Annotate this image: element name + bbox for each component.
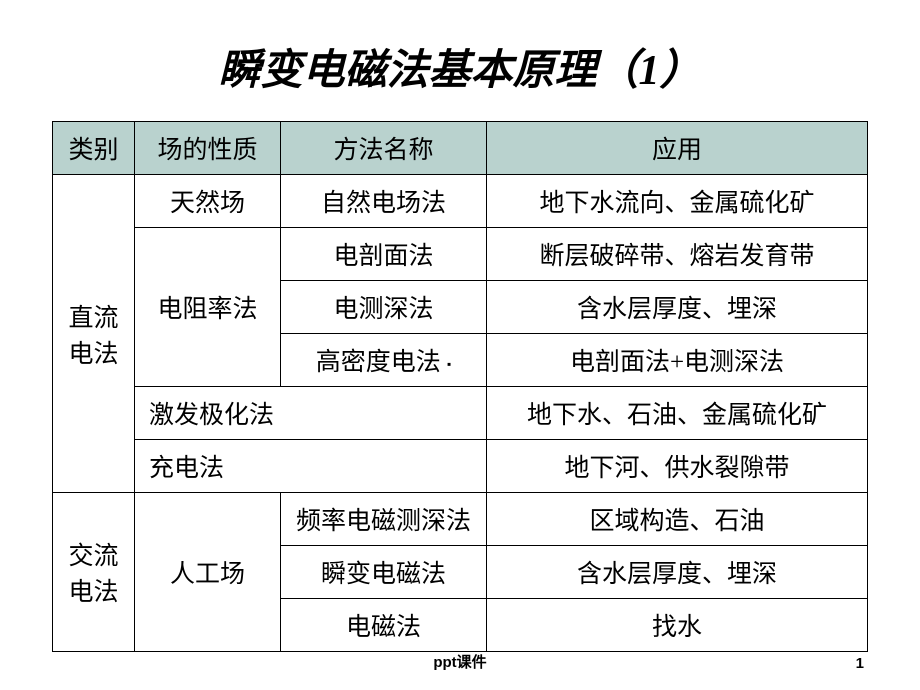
cell-method: 高密度电法 ▪ — [281, 334, 487, 387]
table-header-row: 类别 场的性质 方法名称 应用 — [53, 122, 868, 175]
cell-method: 频率电磁测深法 — [281, 493, 487, 546]
table-row: 电阻率法 电剖面法 断层破碎带、熔岩发育带 — [53, 228, 868, 281]
cell-application: 含水层厚度、埋深 — [487, 281, 868, 334]
cell-method: 电磁法 — [281, 599, 487, 652]
table-row: 直流电法 天然场 自然电场法 地下水流向、金属硫化矿 — [53, 175, 868, 228]
cell-application: 区域构造、石油 — [487, 493, 868, 546]
header-category: 类别 — [53, 122, 135, 175]
table-row: 充电法 地下河、供水裂隙带 — [53, 440, 868, 493]
methods-table: 类别 场的性质 方法名称 应用 直流电法 天然场 自然电场法 地下水流向、金属硫… — [52, 121, 868, 652]
cell-category-dc: 直流电法 — [53, 175, 135, 493]
cell-method: 自然电场法 — [281, 175, 487, 228]
page-number: 1 — [856, 655, 864, 672]
cell-method: 电剖面法 — [281, 228, 487, 281]
cell-application: 地下水、石油、金属硫化矿 — [487, 387, 868, 440]
table-row: 激发极化法 地下水、石油、金属硫化矿 — [53, 387, 868, 440]
cell-method: 瞬变电磁法 — [281, 546, 487, 599]
cell-category-ac: 交流电法 — [53, 493, 135, 652]
table-row: 交流电法 人工场 频率电磁测深法 区域构造、石油 — [53, 493, 868, 546]
cell-method-merged: 激发极化法 — [135, 387, 487, 440]
header-field: 场的性质 — [135, 122, 281, 175]
cell-application: 电剖面法+电测深法 — [487, 334, 868, 387]
header-method: 方法名称 — [281, 122, 487, 175]
cell-application: 断层破碎带、熔岩发育带 — [487, 228, 868, 281]
footer-text: ppt课件 — [0, 651, 920, 672]
cell-method-merged: 充电法 — [135, 440, 487, 493]
cell-field: 人工场 — [135, 493, 281, 652]
header-application: 应用 — [487, 122, 868, 175]
bullet-icon: ▪ — [447, 357, 451, 371]
page-title: 瞬变电磁法基本原理（1） — [52, 36, 868, 97]
cell-field: 天然场 — [135, 175, 281, 228]
cell-field: 电阻率法 — [135, 228, 281, 387]
cell-application: 地下水流向、金属硫化矿 — [487, 175, 868, 228]
cell-method: 电测深法 — [281, 281, 487, 334]
cell-application: 含水层厚度、埋深 — [487, 546, 868, 599]
cell-application: 地下河、供水裂隙带 — [487, 440, 868, 493]
cell-application: 找水 — [487, 599, 868, 652]
